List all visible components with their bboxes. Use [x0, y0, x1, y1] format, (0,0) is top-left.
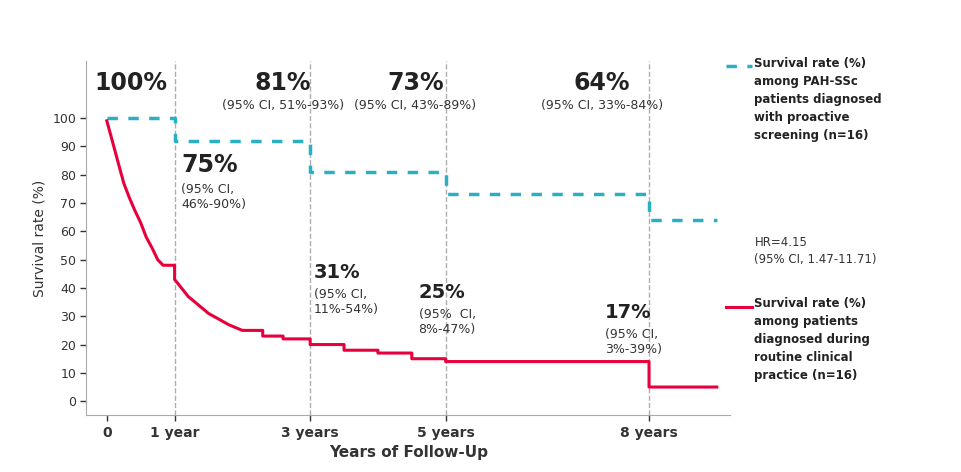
Text: 31%: 31% — [313, 263, 360, 282]
Text: (95% CI,
46%-90%): (95% CI, 46%-90%) — [182, 183, 246, 211]
Text: 25%: 25% — [419, 283, 465, 302]
Text: (95% CI,
3%-39%): (95% CI, 3%-39%) — [605, 328, 662, 355]
Text: 64%: 64% — [574, 71, 629, 95]
Text: (95% CI, 43%-89%): (95% CI, 43%-89%) — [355, 99, 477, 112]
Text: 73%: 73% — [387, 71, 444, 95]
Text: Survival rate (%)
among PAH-SSc
patients diagnosed
with proactive
screening (n=1: Survival rate (%) among PAH-SSc patients… — [754, 57, 882, 142]
Text: 81%: 81% — [255, 71, 311, 95]
Text: 100%: 100% — [94, 71, 167, 95]
Text: 75%: 75% — [182, 153, 238, 177]
Text: (95% CI,
11%-54%): (95% CI, 11%-54%) — [313, 288, 379, 316]
Text: 17%: 17% — [605, 303, 652, 322]
Text: HR=4.15
(95% CI, 1.47-11.71): HR=4.15 (95% CI, 1.47-11.71) — [754, 236, 876, 266]
Text: Survival rate (%)
among patients
diagnosed during
routine clinical
practice (n=1: Survival rate (%) among patients diagnos… — [754, 297, 871, 382]
Text: (95% CI, 51%-93%): (95% CI, 51%-93%) — [222, 99, 344, 112]
Y-axis label: Survival rate (%): Survival rate (%) — [33, 180, 47, 297]
Text: (95%  CI,
8%-47%): (95% CI, 8%-47%) — [419, 308, 476, 336]
Text: (95% CI, 33%-84%): (95% CI, 33%-84%) — [540, 99, 663, 112]
X-axis label: Years of Follow-Up: Years of Follow-Up — [329, 446, 488, 460]
